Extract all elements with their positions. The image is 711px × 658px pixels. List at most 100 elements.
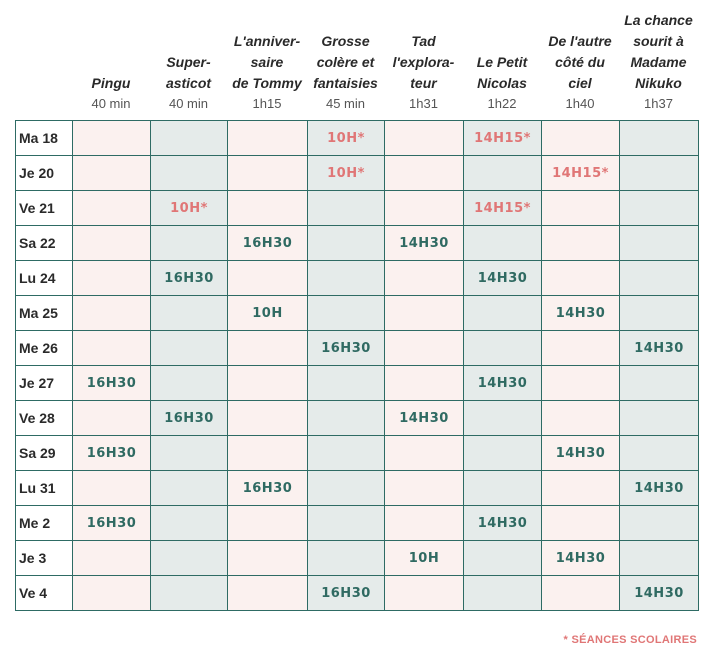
schedule-cell [463,155,542,191]
schedule-cell [307,225,385,261]
film-title-line: De l'autre [548,33,612,49]
schedule-cell: 10H* [307,120,385,156]
schedule-row: Ma 25 10H 14H30 [15,295,699,331]
schedule-cell: 14H15* [541,155,620,191]
schedule-cell [619,400,699,436]
screening-time: 16H30 [164,411,214,426]
film-header-5: Tad l'explora-teur 1h31 [383,0,465,112]
screening-time: 14H30 [555,306,606,321]
screening-time: 16H30 [242,236,293,251]
screening-time: 16H30 [86,376,137,391]
schedule-cell [72,260,151,296]
day-label: Me 2 [15,505,73,541]
schedule-row: Sa 29 16H30 14H30 [15,435,699,471]
film-duration: 1h22 [487,96,517,111]
schedule-row: Je 20 10H* 14H15* [15,155,699,191]
schedule-cell: 14H30 [619,470,699,506]
film-title-line: de Tommy [232,75,302,91]
schedule-cell [384,120,464,156]
schedule-cell [227,435,308,471]
schedule-row: Ve 4 16H30 14H30 [15,575,699,611]
schedule-cell [72,190,151,226]
schedule-cell [227,540,308,576]
schedule-cell [227,190,308,226]
schedule-cell [227,330,308,366]
schedule-row: Ve 21 10H* 14H15* [15,190,699,226]
schedule-cell: 14H30 [463,260,542,296]
screening-time: 14H30 [634,481,684,496]
film-title: Super-asticot [166,52,211,94]
screening-time: 10H [408,551,440,566]
schedule-cell [72,155,151,191]
schedule-cell [72,540,151,576]
schedule-cell [307,540,385,576]
schedule-cell [227,365,308,401]
schedule-cell [307,365,385,401]
day-label: Lu 24 [15,260,73,296]
film-title-line: colère et [316,54,375,70]
schedule-cell [619,435,699,471]
film-title-line: asticot [165,75,212,91]
schedule-row: Je 3 10H 14H30 [15,540,699,576]
schedule-cell [541,330,620,366]
schedule-cell [541,505,620,541]
schedule-table: Ma 18 10H* 14H15* Je 20 10H* 14H15* Ve 21 10H* 1… [15,120,699,611]
schedule-row: Ma 18 10H* 14H15* [15,120,699,156]
schedule-cell [227,575,308,611]
screening-time: 16H30 [321,586,371,601]
film-title-line: teur [410,75,437,91]
schedule-cell [150,155,228,191]
schedule-cell [227,260,308,296]
screening-time: 14H30 [399,236,449,251]
film-header-3: L'anniver-saire de Tommy 1h15 [226,0,308,112]
screening-time: 14H30 [634,586,684,601]
schedule-cell [72,400,151,436]
day-label: Sa 22 [15,225,73,261]
film-title-line: Nikuko [635,75,682,91]
film-title-line: Le Petit [476,54,528,70]
film-title-line: Tad [411,33,436,49]
schedule-cell [150,575,228,611]
schedule-cell [384,575,464,611]
schedule-cell: 16H30 [307,575,385,611]
schedule-cell [463,295,542,331]
schedule-cell [72,330,151,366]
schedule-cell [541,190,620,226]
schedule-cell [72,295,151,331]
schedule-cell [541,575,620,611]
schedule-cell: 14H30 [463,365,542,401]
schedule-cell: 14H30 [384,225,464,261]
school-screening-time: 10H* [170,201,208,216]
film-header-6: Le Petit Nicolas 1h22 [461,0,543,112]
schedule-cell: 14H30 [541,435,620,471]
schedule-cell: 16H30 [227,225,308,261]
schedule-cell [307,400,385,436]
schedule-cell [384,505,464,541]
schedule-cell: 10H [384,540,464,576]
day-label: Je 3 [15,540,73,576]
screening-time: 14H30 [555,551,606,566]
day-label: Ma 25 [15,295,73,331]
footnote-school-screenings: * SÉANCES SCOLAIRES [563,634,697,646]
schedule-cell: 14H30 [619,575,699,611]
schedule-cell [227,505,308,541]
school-screening-time: 10H* [327,166,365,181]
schedule-cell: 16H30 [72,435,151,471]
screening-time: 14H30 [555,446,606,461]
film-title-line: Super- [166,54,211,70]
schedule-cell: 16H30 [227,470,308,506]
schedule-cell [307,190,385,226]
schedule-cell: 16H30 [307,330,385,366]
schedule-cell [541,225,620,261]
schedule-cell [619,155,699,191]
schedule-cell [463,225,542,261]
schedule-cell [384,260,464,296]
day-label: Je 20 [15,155,73,191]
film-duration: 1h40 [565,96,595,111]
film-title-line: sourit à [633,33,684,49]
schedule-cell [227,120,308,156]
schedule-cell [72,120,151,156]
film-duration: 1h31 [409,96,438,111]
film-title-line: l'explora- [392,54,455,70]
film-header-4: Grosse colère et fantaisies 45 min [305,0,387,112]
